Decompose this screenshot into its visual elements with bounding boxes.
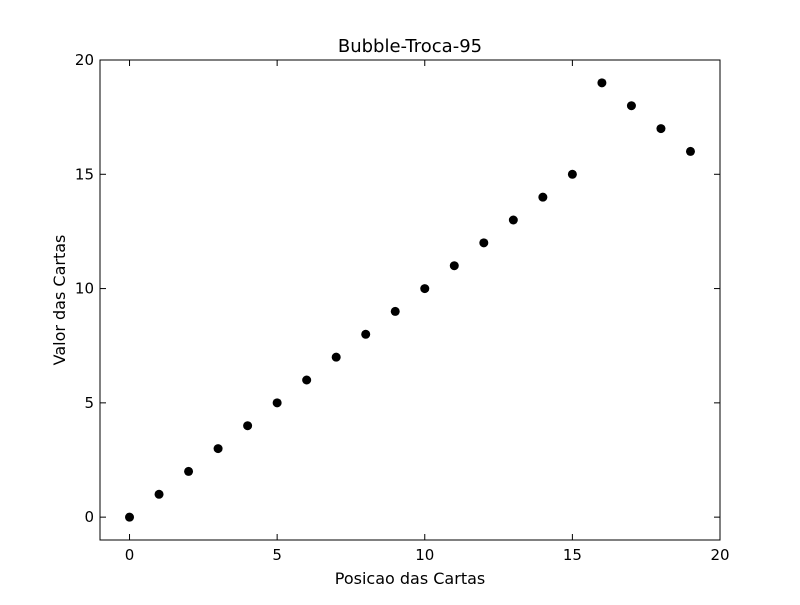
data-point [626,101,636,111]
x-axis-label: Posicao das Cartas [335,569,485,588]
data-point [656,124,666,134]
data-point [154,489,164,499]
axis-ticks [100,59,721,540]
data-point [420,284,430,294]
data-point [243,421,253,431]
data-point [184,466,194,476]
data-point [567,169,577,179]
data-point [449,261,459,271]
data-point [213,444,223,454]
y-tick-label: 20 [75,51,94,69]
data-point [508,215,518,225]
x-tick-label: 15 [563,546,582,564]
data-point [361,329,371,339]
x-tick-label: 0 [125,546,135,564]
data-point [302,375,312,385]
tick-labels: 0 5 10 15 20 0 5 10 15 20 [75,51,730,564]
data-point [331,352,341,362]
plot-area-frame [99,59,721,541]
data-point [390,306,400,316]
y-tick-label: 5 [84,394,94,412]
data-points [125,78,695,522]
data-point [685,146,695,156]
data-point [272,398,282,408]
data-point [479,238,489,248]
data-point [597,78,607,88]
data-point [125,512,135,522]
x-tick-label: 10 [415,546,434,564]
data-point [538,192,548,202]
y-axis-label: Valor das Cartas [50,235,69,366]
x-tick-label: 20 [710,546,729,564]
y-tick-label: 0 [84,508,94,526]
y-tick-label: 10 [75,280,94,298]
x-tick-label: 5 [272,546,282,564]
y-tick-label: 15 [75,165,94,183]
chart-title: Bubble-Troca-95 [338,36,482,57]
